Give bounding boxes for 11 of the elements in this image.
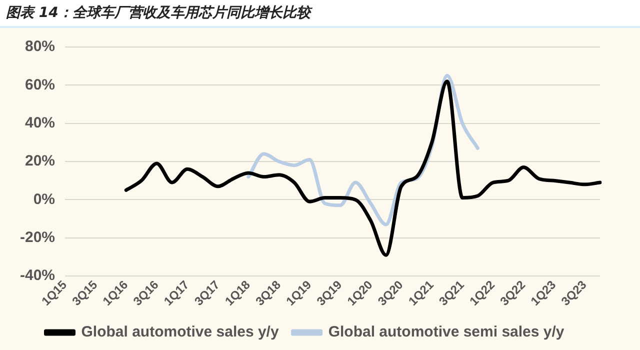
y-tick-label: -40%: [20, 267, 56, 284]
y-tick-label: -20%: [20, 229, 56, 246]
chart-title: 图表 14：全球车厂营收及车用芯片同比增长比较: [0, 0, 640, 28]
y-tick-label: 60%: [24, 76, 56, 94]
y-tick-label: 0%: [33, 190, 56, 208]
line-series: [124, 80, 602, 257]
y-tick-label: 40%: [24, 114, 56, 132]
legend-label: Global automotive semi sales y/y: [328, 324, 565, 341]
legend-label: Global automotive sales y/y: [81, 324, 280, 341]
y-tick-label: 80%: [24, 38, 56, 56]
y-tick-label: 20%: [24, 152, 56, 170]
